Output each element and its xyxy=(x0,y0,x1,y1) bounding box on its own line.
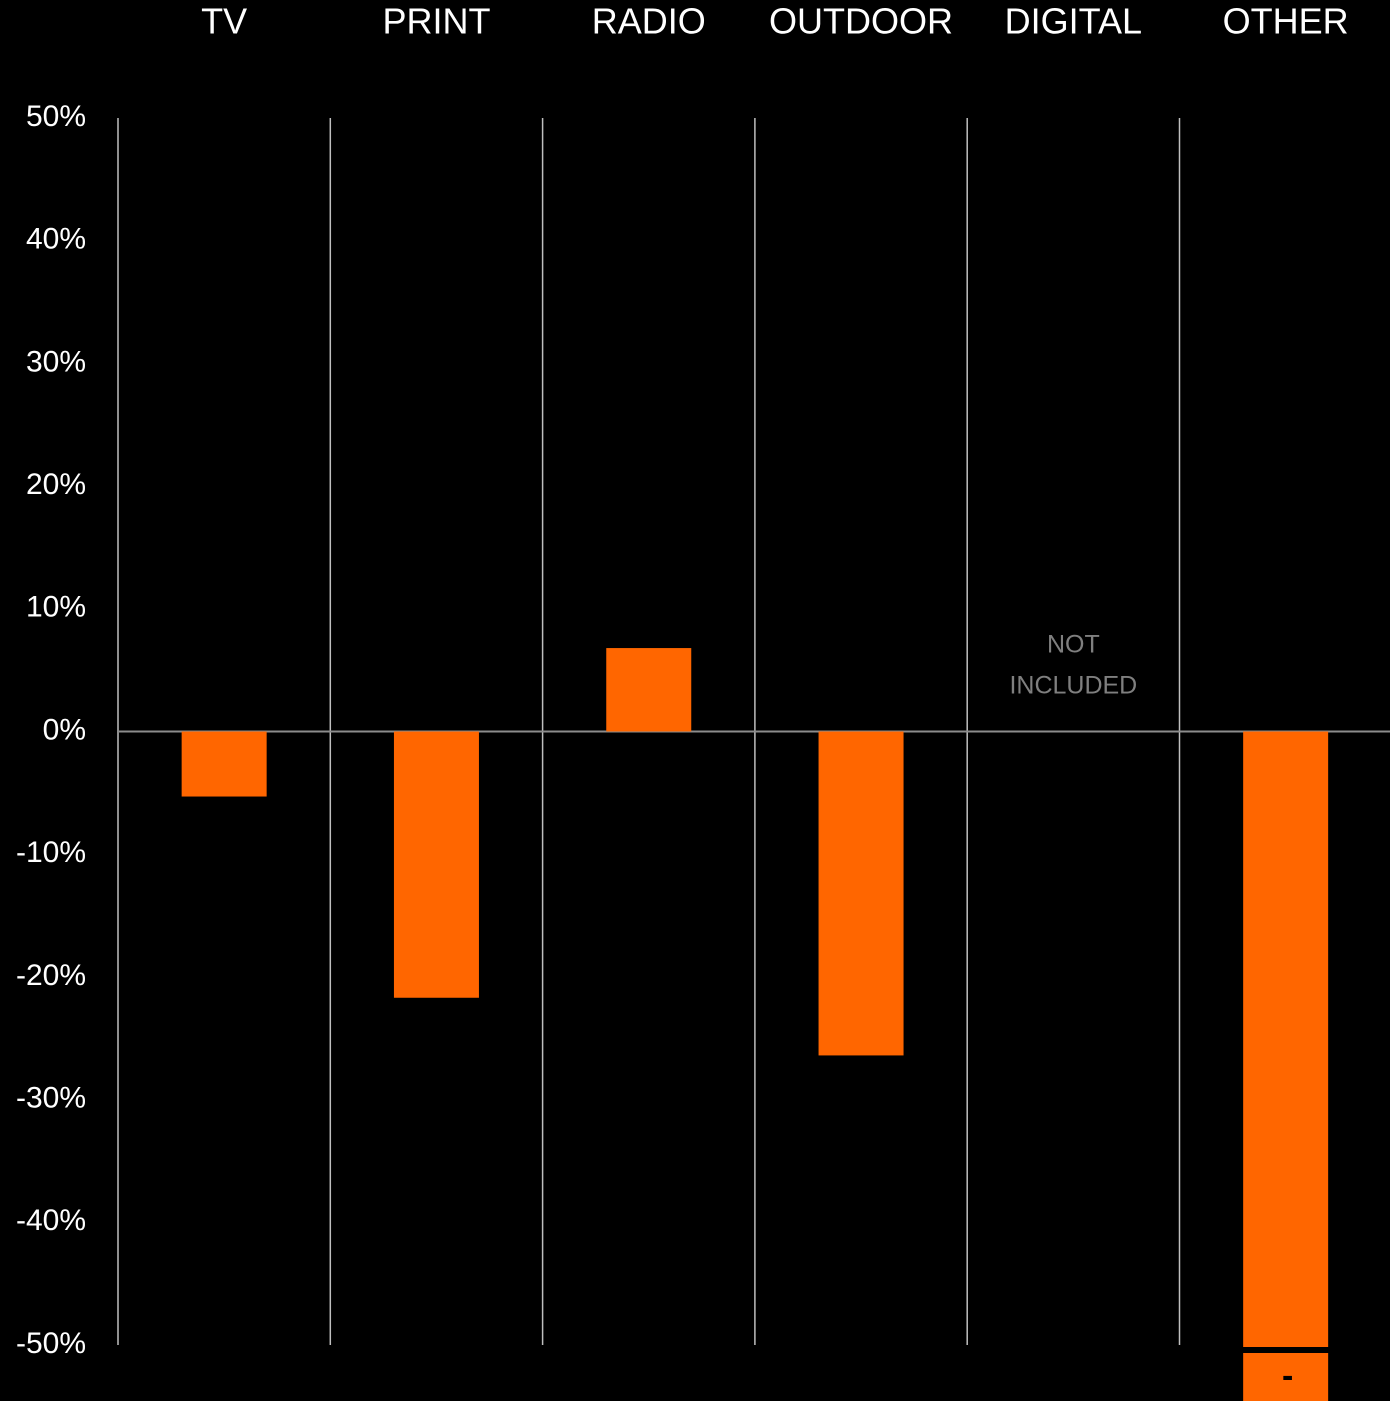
y-tick-label: 20% xyxy=(26,468,86,501)
annotation: - xyxy=(1282,1357,1293,1395)
bar xyxy=(606,648,692,732)
x-category-label: RADIO xyxy=(592,1,706,42)
bar xyxy=(818,731,904,1056)
bar xyxy=(393,731,479,998)
y-tick-label: 50% xyxy=(26,100,86,133)
x-category-label: OUTDOOR xyxy=(769,1,953,42)
x-category-label: DIGITAL xyxy=(1005,1,1142,42)
annotation: NOT xyxy=(1047,631,1100,659)
bar xyxy=(1243,731,1329,1401)
y-tick-label: -10% xyxy=(16,836,86,869)
y-tick-label: -20% xyxy=(16,959,86,992)
annotation: INCLUDED xyxy=(1009,672,1137,700)
y-tick-label: 10% xyxy=(26,591,86,624)
bar xyxy=(181,731,267,797)
y-tick-label: 30% xyxy=(26,345,86,378)
x-category-label: TV xyxy=(201,1,247,42)
y-tick-label: -40% xyxy=(16,1204,86,1237)
y-tick-label: -50% xyxy=(16,1327,86,1360)
y-tick-label: -30% xyxy=(16,1082,86,1115)
x-category-label: PRINT xyxy=(382,1,490,42)
axis-break xyxy=(1241,1347,1330,1353)
y-tick-label: 40% xyxy=(26,223,86,256)
y-tick-label: 0% xyxy=(43,713,86,746)
x-category-label: OTHER xyxy=(1223,1,1349,42)
